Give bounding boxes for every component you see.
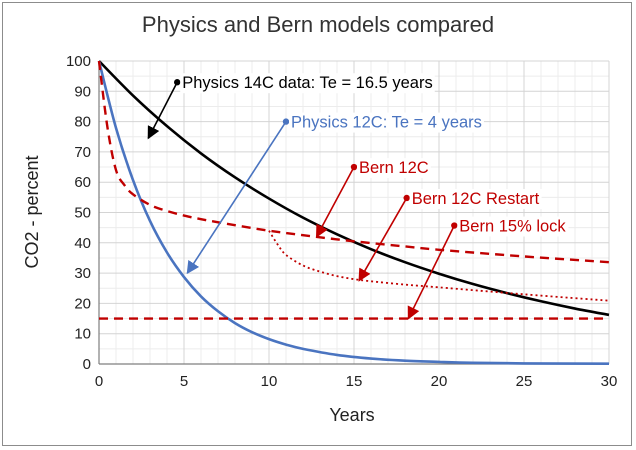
y-tick-label: 60 bbox=[74, 174, 91, 191]
x-axis-label: Years bbox=[329, 405, 374, 425]
x-tick-label: 15 bbox=[346, 373, 363, 390]
y-tick-label: 30 bbox=[74, 265, 91, 282]
annotation-dot-4 bbox=[403, 194, 410, 202]
x-tick-label: 30 bbox=[601, 373, 618, 390]
annotation-label-2: Physics 12C: Te = 4 years bbox=[291, 114, 482, 132]
x-tick-label: 20 bbox=[431, 373, 448, 390]
y-tick-label: 80 bbox=[74, 114, 91, 131]
annotation-arrow-4 bbox=[358, 197, 408, 282]
annotation-label-3: Bern 12C bbox=[359, 159, 429, 177]
annotation-label-4: Bern 12C Restart bbox=[412, 190, 540, 208]
y-tick-label: 70 bbox=[74, 144, 91, 161]
annotation-label-bg-5 bbox=[457, 216, 569, 237]
annotation-arrow-3 bbox=[315, 166, 355, 238]
series-line-3 bbox=[97, 60, 610, 264]
annotation-dot-5 bbox=[451, 222, 458, 229]
annotation-dot-1 bbox=[174, 79, 181, 86]
x-tick-label: 25 bbox=[516, 373, 533, 390]
annotation-arrow-2 bbox=[186, 121, 287, 275]
y-tick-label: 10 bbox=[74, 326, 91, 343]
series-layer bbox=[97, 60, 610, 365]
annotation-label-bg-1 bbox=[180, 73, 435, 94]
y-tick-label: 40 bbox=[74, 235, 91, 252]
series-line-2 bbox=[97, 60, 610, 365]
annotation-label-bg-3 bbox=[357, 158, 431, 179]
y-tick-label: 20 bbox=[74, 295, 91, 312]
annotation-dot-2 bbox=[282, 118, 290, 125]
chart-title: Physics and Bern models compared bbox=[142, 12, 494, 37]
y-tick-label: 50 bbox=[74, 205, 91, 222]
y-tick-label: 90 bbox=[74, 83, 91, 100]
x-tick-label: 0 bbox=[95, 373, 103, 390]
annotation-label-bg-4 bbox=[409, 188, 542, 209]
annotation-layer: Physics 14C data: Te = 16.5 years Physics… bbox=[147, 73, 569, 320]
y-tick-label: 100 bbox=[66, 53, 91, 70]
annotation-label-bg-2 bbox=[289, 112, 484, 133]
x-tick-label: 5 bbox=[180, 373, 188, 390]
y-tick-label: 0 bbox=[83, 356, 91, 373]
annotation-label-5: Bern 15% lock bbox=[459, 218, 566, 236]
annotation-arrow-5 bbox=[407, 225, 456, 320]
x-tick-label: 10 bbox=[261, 373, 278, 390]
annotation-dot-3 bbox=[350, 163, 358, 171]
annotation-arrow-1 bbox=[147, 81, 178, 140]
y-axis-label: CO2 - percent bbox=[22, 155, 42, 268]
annotation-label-1: Physics 14C data: Te = 16.5 years bbox=[182, 74, 433, 92]
